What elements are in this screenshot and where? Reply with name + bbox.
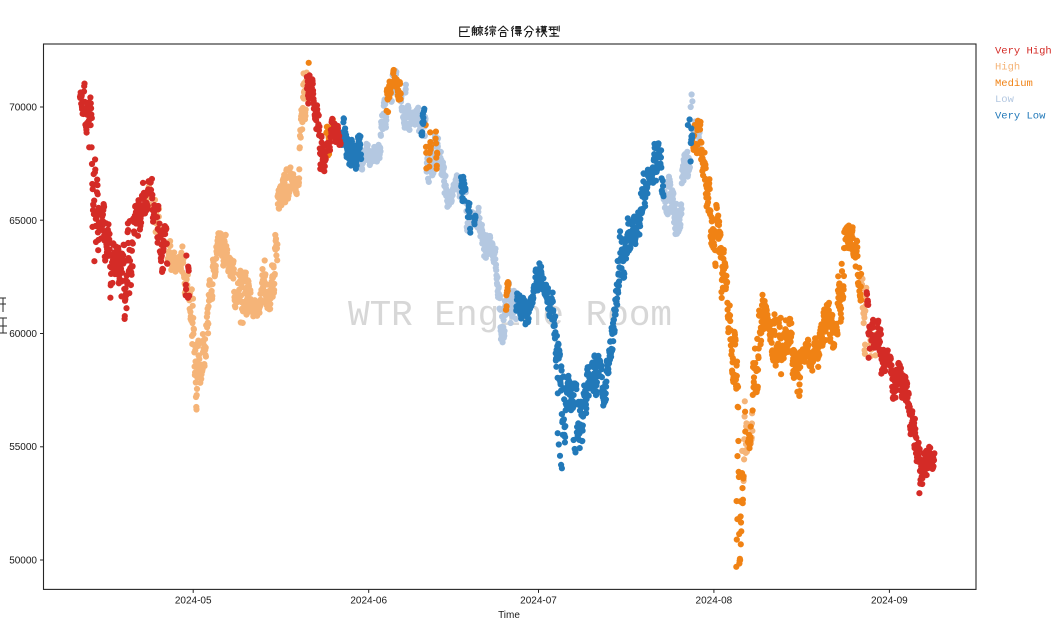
svg-text:60000: 60000 [9, 329, 37, 340]
svg-text:Low: Low [995, 94, 1015, 106]
svg-text:65000: 65000 [9, 216, 37, 227]
svg-text:2024-07: 2024-07 [520, 595, 557, 606]
svg-text:2024-05: 2024-05 [175, 595, 212, 606]
svg-text:High: High [995, 62, 1020, 74]
svg-text:Time: Time [498, 610, 520, 621]
svg-text:2024-06: 2024-06 [350, 595, 387, 606]
svg-text:Medium: Medium [995, 78, 1033, 90]
svg-text:2024-09: 2024-09 [871, 595, 908, 606]
svg-text:Very High: Very High [995, 46, 1052, 58]
svg-text:Very Low: Very Low [995, 110, 1046, 122]
svg-text:50000: 50000 [9, 556, 37, 567]
svg-text:2024-08: 2024-08 [696, 595, 733, 606]
svg-text:55000: 55000 [9, 442, 37, 453]
svg-text:70000: 70000 [9, 103, 37, 114]
